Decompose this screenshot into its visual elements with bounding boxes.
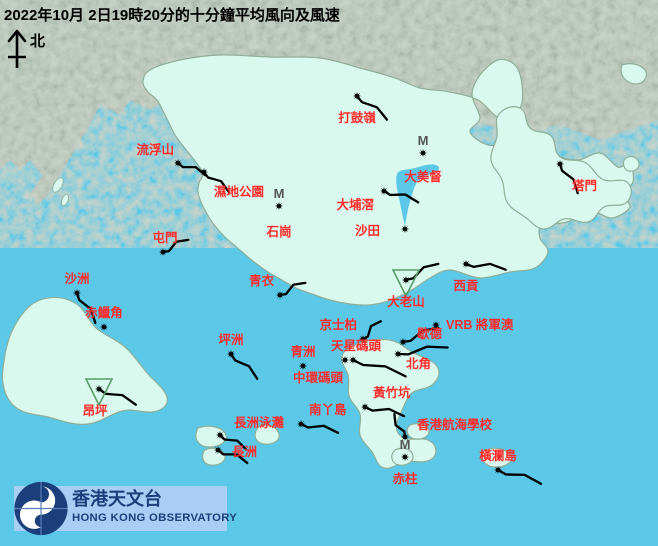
svg-text:大老山: 大老山 (387, 294, 425, 309)
svg-text:大埔滘: 大埔滘 (336, 197, 374, 212)
svg-text:M: M (418, 133, 429, 148)
svg-text:大美督: 大美督 (404, 169, 442, 184)
svg-text:橫瀾島: 橫瀾島 (479, 448, 517, 463)
svg-text:中環碼頭: 中環碼頭 (293, 370, 344, 385)
svg-text:HONG KONG OBSERVATORY: HONG KONG OBSERVATORY (72, 512, 237, 524)
svg-text:南丫島: 南丫島 (309, 402, 347, 417)
svg-text:長洲泳灘: 長洲泳灘 (234, 415, 285, 430)
svg-text:赤柱: 赤柱 (392, 471, 418, 486)
svg-text:塔門: 塔門 (572, 178, 597, 193)
svg-text:北角: 北角 (406, 356, 431, 371)
svg-text:昂坪: 昂坪 (82, 403, 108, 418)
svg-text:青衣: 青衣 (249, 273, 275, 288)
svg-text:濕地公園: 濕地公園 (214, 184, 264, 199)
svg-text:沙田: 沙田 (355, 224, 380, 238)
svg-text:歇德: 歇德 (416, 326, 443, 341)
svg-text:香港天文台: 香港天文台 (71, 488, 162, 509)
svg-text:青洲: 青洲 (290, 344, 315, 359)
svg-text:西貢: 西貢 (453, 279, 479, 293)
svg-text:坪洲: 坪洲 (218, 333, 243, 347)
svg-text:打鼓嶺: 打鼓嶺 (338, 110, 376, 125)
svg-text:北: 北 (30, 33, 45, 50)
svg-text:流浮山: 流浮山 (136, 142, 174, 157)
svg-text:赤鱲角: 赤鱲角 (85, 305, 123, 320)
svg-text:石崗: 石崗 (265, 224, 291, 239)
svg-text:VRB 將軍澳: VRB 將軍澳 (446, 317, 514, 332)
svg-text:屯門: 屯門 (152, 230, 177, 245)
svg-text:香港航海學校: 香港航海學校 (416, 417, 493, 432)
svg-text:黃竹坑: 黃竹坑 (372, 385, 411, 400)
svg-text:天星碼頭: 天星碼頭 (331, 338, 382, 353)
svg-text:M: M (274, 186, 285, 201)
svg-text:京士柏: 京士柏 (319, 317, 357, 332)
svg-text:長洲: 長洲 (232, 444, 257, 459)
svg-text:沙洲: 沙洲 (64, 272, 89, 286)
